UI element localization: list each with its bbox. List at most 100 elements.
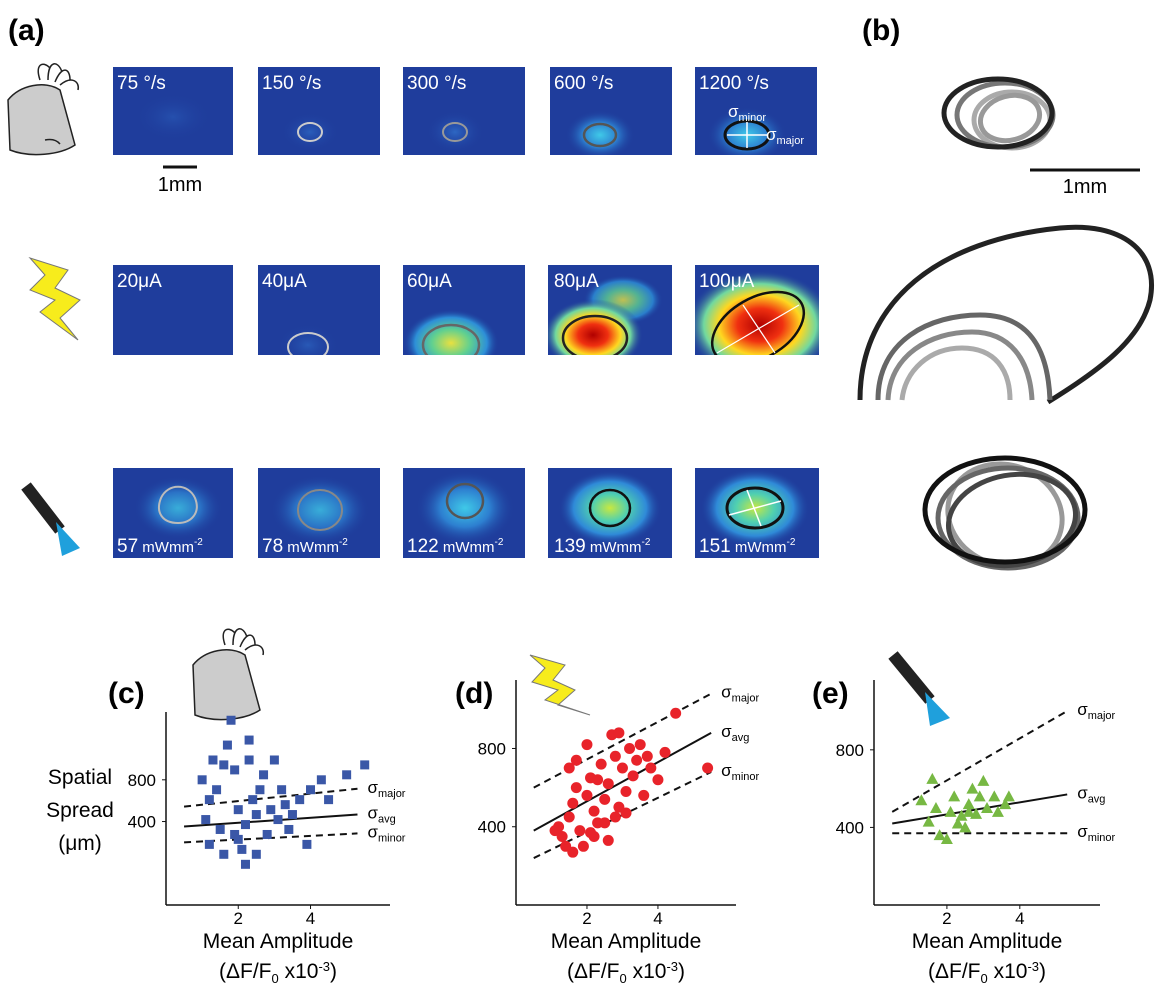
- point: [219, 760, 228, 769]
- contours-row1: [944, 79, 1053, 148]
- fit-line-label: σavg: [1077, 783, 1105, 805]
- point: [589, 806, 600, 817]
- image-label: 100μA: [699, 271, 755, 292]
- point: [571, 782, 582, 793]
- subscript: avg: [1088, 793, 1106, 805]
- point: [263, 830, 272, 839]
- image-label: 20μA: [117, 271, 162, 292]
- point: [581, 739, 592, 750]
- point: [613, 727, 624, 738]
- point: [277, 785, 286, 794]
- point: [702, 763, 713, 774]
- point: [596, 759, 607, 770]
- point: [988, 790, 1000, 801]
- point: [915, 794, 927, 805]
- symbol: σ: [721, 683, 732, 702]
- value: 139: [554, 536, 586, 557]
- y-axis-label: Spatial: [48, 766, 112, 789]
- image-label: 150 °/s: [262, 73, 321, 94]
- figure: (a) (b) 75 °/s150 °/s300 °/s600 °/s1200 …: [0, 0, 1158, 988]
- label-part: x10: [988, 960, 1028, 983]
- point: [245, 736, 254, 745]
- x-tick-label: 4: [653, 909, 662, 928]
- label-part: -3: [666, 959, 678, 974]
- point: [241, 860, 250, 869]
- subscript: avg: [732, 732, 750, 744]
- label-part: ): [1039, 960, 1046, 983]
- lightning-icon: [30, 258, 80, 340]
- fit-line-label: σminor: [367, 822, 405, 844]
- image-label: 151 mWmm-2: [699, 536, 796, 557]
- image-label: 80μA: [554, 271, 599, 292]
- point: [274, 815, 283, 824]
- exponent: -2: [339, 537, 348, 548]
- label-part: -3: [1027, 959, 1039, 974]
- point: [550, 825, 561, 836]
- x-axis-label: (ΔF/F0 x10-3): [219, 959, 337, 986]
- point: [592, 774, 603, 785]
- fit-line-label: σminor: [721, 761, 759, 783]
- symbol: σ: [367, 778, 378, 797]
- page: (a) (b) 75 °/s150 °/s300 °/s600 °/s1200 …: [0, 0, 1158, 988]
- exponent: -2: [495, 537, 504, 548]
- subscript: minor: [739, 112, 767, 124]
- point: [966, 783, 978, 794]
- x-tick-label: 2: [582, 909, 591, 928]
- fit-line-label: σmajor: [721, 683, 759, 705]
- label-part: (ΔF/F: [567, 960, 620, 983]
- x-tick-label: 4: [1015, 909, 1024, 928]
- point: [585, 827, 596, 838]
- point: [255, 785, 264, 794]
- y-axis-label: (μm): [58, 832, 102, 855]
- scale-bar-label: 1mm: [1063, 176, 1107, 198]
- point: [198, 775, 207, 784]
- point: [599, 794, 610, 805]
- unit: mWmm: [586, 539, 642, 556]
- label-part: x10: [279, 960, 319, 983]
- point: [245, 755, 254, 764]
- point: [670, 708, 681, 719]
- point: [295, 795, 304, 804]
- symbol: σ: [728, 102, 739, 121]
- point: [621, 786, 632, 797]
- point: [230, 830, 239, 839]
- subscript: major: [1088, 710, 1116, 722]
- point: [621, 808, 632, 819]
- point: [571, 755, 582, 766]
- point: [578, 841, 589, 852]
- exponent: -2: [787, 537, 796, 548]
- point: [603, 835, 614, 846]
- point: [635, 739, 646, 750]
- label-part: x10: [627, 960, 667, 983]
- panel-label: (d): [455, 677, 493, 710]
- point: [360, 760, 369, 769]
- image-label: 300 °/s: [407, 73, 466, 94]
- y-tick-label: 800: [478, 739, 506, 758]
- subscript: major: [732, 693, 760, 705]
- contours-row3: [925, 448, 1085, 582]
- panel-label: (a): [8, 14, 45, 47]
- flashlight-icon: [26, 486, 80, 556]
- label-part: ): [330, 960, 337, 983]
- point: [324, 795, 333, 804]
- point: [205, 795, 214, 804]
- fit-line-label: σavg: [721, 722, 749, 744]
- point: [227, 716, 236, 725]
- label-part: (ΔF/F: [219, 960, 272, 983]
- image-label: 600 °/s: [554, 73, 613, 94]
- mouse-icon: [193, 629, 263, 720]
- symbol: σ: [766, 125, 777, 144]
- point: [306, 785, 315, 794]
- y-tick-label: 400: [836, 818, 864, 837]
- label-part: (ΔF/F: [928, 960, 981, 983]
- y-tick-label: 400: [478, 818, 506, 837]
- point: [216, 825, 225, 834]
- point: [977, 775, 989, 786]
- point: [212, 785, 221, 794]
- point: [230, 765, 239, 774]
- symbol: σ: [367, 822, 378, 841]
- x-tick-label: 2: [234, 909, 243, 928]
- point: [624, 743, 635, 754]
- point: [223, 741, 232, 750]
- point: [567, 798, 578, 809]
